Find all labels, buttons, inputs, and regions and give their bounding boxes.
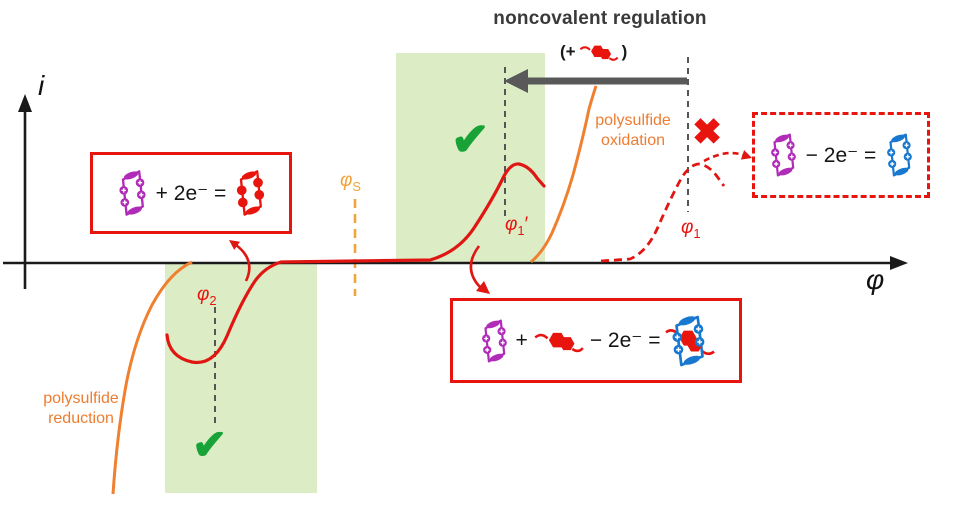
complex-oxidation-equation-box: + − 2e⁻ = (450, 298, 742, 383)
blocked-equation-text: − 2e⁻ = (805, 143, 877, 167)
arrow-to-complex-box-head-icon (476, 281, 490, 294)
host-guest-complex-icon (665, 315, 716, 366)
x-axis-arrowhead-icon (890, 256, 908, 270)
complex-plus-text: + (515, 328, 528, 352)
phi-s-label: φS (340, 170, 362, 194)
additive-open: (+ (560, 42, 576, 61)
y-axis-label: i (38, 70, 45, 101)
arrow-to-complex-box (469, 245, 484, 291)
complex-equation-text: − 2e⁻ = (589, 329, 661, 352)
y-axis-arrowhead-icon (18, 94, 32, 112)
polysulfide-oxidation-curve (530, 85, 598, 264)
reduction-equation-box: + 2e⁻ = (90, 152, 292, 234)
polysulfide-reduction-curve (111, 260, 193, 495)
check-icon-oxidation: ✔ (451, 113, 490, 165)
additive-squiggle-icon (579, 45, 619, 61)
reduction-equation-text: + 2e⁻ = (155, 181, 227, 205)
arrow-to-reduction-box-head-icon (229, 240, 240, 250)
polysulfide-reduction-label: polysulfide reduction (43, 390, 119, 427)
polysulfide-oxidation-label: polysulfide oxidation (595, 112, 671, 149)
blue-macrocycle-icon (887, 133, 913, 177)
check-icon-reduction: ✔ (192, 421, 228, 468)
red-macrocycle-icon (237, 170, 265, 216)
redox-curve-unregulated (600, 162, 726, 263)
purple-macrocycle-icon (770, 133, 796, 177)
purple-macrocycle-icon (119, 170, 146, 216)
blocked-oxidation-equation-box: − 2e⁻ = (752, 112, 930, 198)
phi-2-label: φ2 (197, 284, 217, 308)
redox-curve-regulated (165, 162, 546, 365)
regulation-arrow-head-icon (504, 69, 528, 93)
phi-1-label: φ1 (681, 217, 701, 241)
arrow-to-blocked-box-head-icon (740, 150, 752, 160)
cross-icon-blocked: ✖ (692, 111, 723, 152)
diagram-title: noncovalent regulation (493, 8, 707, 29)
arrow-to-reduction-box (235, 243, 251, 282)
additive-close: ) (621, 42, 628, 61)
x-axis-label: φ (866, 264, 885, 295)
arrow-to-blocked-box (703, 151, 744, 163)
guest-molecule-icon (534, 332, 584, 352)
phi-1-prime-label: φ1′ (505, 214, 529, 238)
additive-label: (+ ) (560, 40, 627, 64)
purple-macrocycle-icon (481, 318, 507, 363)
